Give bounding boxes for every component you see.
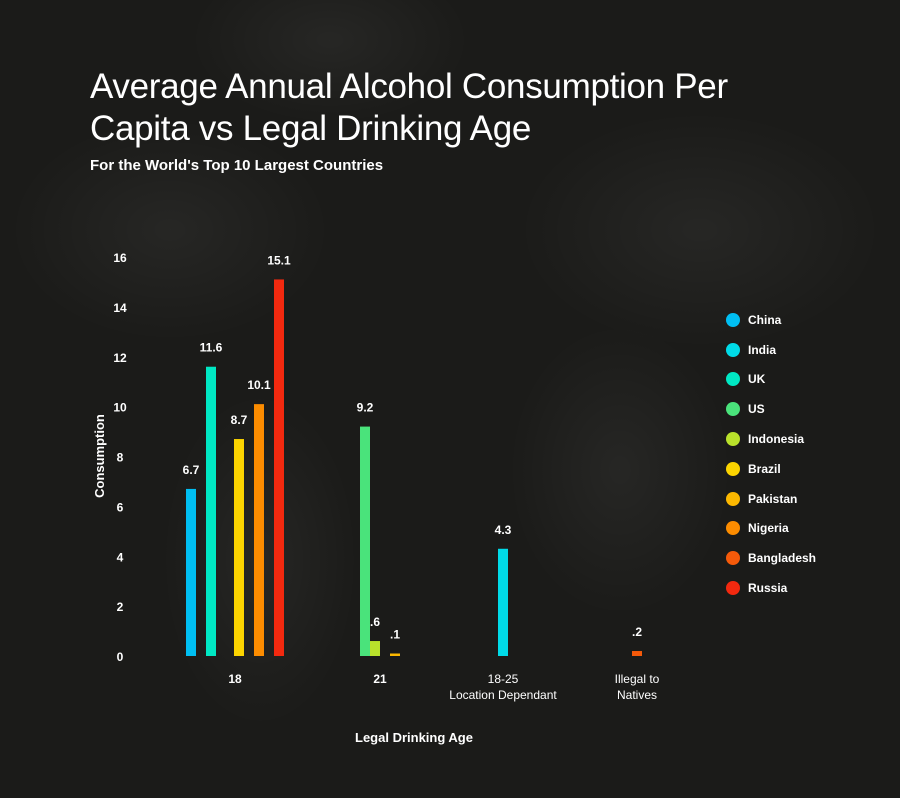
legend-swatch [726, 521, 740, 536]
legend-swatch [726, 551, 740, 566]
chart-legend: China India UK US Indonesia Brazil Pakistan Nig… [726, 305, 816, 603]
legend-label: UK [748, 372, 766, 387]
legend-swatch [726, 491, 740, 506]
legend-item: Indonesia [726, 424, 816, 454]
bar-nigeria [254, 404, 264, 656]
data-label: 10.1 [247, 378, 271, 392]
bar-brazil [234, 439, 244, 656]
legend-swatch [726, 581, 740, 596]
bar-indonesia [370, 641, 380, 656]
y-tick-label: 16 [113, 251, 127, 265]
x-axis-label: Legal Drinking Age [355, 730, 473, 745]
bar-russia [274, 279, 284, 656]
legend-item: India [726, 335, 816, 365]
legend-label: Russia [748, 581, 788, 596]
legend-item: Brazil [726, 454, 816, 484]
legend-swatch [726, 461, 740, 476]
chart-title: Average Annual Alcohol Consumption Per C… [90, 67, 728, 148]
legend-swatch [726, 312, 740, 327]
y-tick-label: 14 [113, 301, 127, 315]
legend-label: India [748, 342, 777, 357]
x-category-label: Location Dependant [449, 688, 557, 702]
legend-label: US [748, 402, 765, 417]
legend-label: Bangladesh [748, 551, 817, 566]
legend-swatch [726, 372, 740, 387]
x-category-label: Illegal to [615, 672, 660, 686]
legend-item: Russia [726, 573, 816, 603]
chart-subtitle: For the World's Top 10 Largest Countries [90, 157, 384, 174]
legend-item: US [726, 394, 816, 424]
x-category-label: Natives [617, 688, 657, 702]
bar-us [360, 426, 370, 656]
legend-label: Nigeria [748, 521, 789, 536]
legend-swatch [726, 402, 740, 417]
legend-label: China [748, 312, 782, 327]
bar-china [186, 488, 196, 656]
legend-item: China [726, 305, 816, 335]
y-tick-label: 6 [117, 500, 124, 514]
x-category-label: 18 [228, 672, 242, 686]
data-label: 9.2 [357, 401, 374, 415]
y-tick-label: 12 [113, 351, 127, 365]
bar-pakistan [390, 653, 400, 656]
legend-label: Pakistan [748, 491, 798, 506]
data-label: .1 [390, 628, 400, 642]
legend-swatch [726, 342, 740, 357]
bar-bangladesh [632, 651, 642, 656]
bar-india [498, 548, 508, 656]
legend-swatch [726, 432, 740, 447]
data-label: .2 [632, 625, 642, 639]
y-tick-label: 4 [117, 550, 124, 564]
data-label: 4.3 [495, 523, 512, 537]
y-tick-label: 10 [113, 401, 127, 415]
legend-item: Nigeria [726, 514, 816, 544]
legend-item: UK [726, 365, 816, 395]
x-category-label: 18-25 [488, 672, 519, 686]
data-label: .6 [370, 615, 380, 629]
data-label: 15.1 [267, 253, 291, 267]
legend-label: Indonesia [748, 432, 805, 447]
legend-label: Brazil [748, 461, 781, 476]
y-axis-label: Consumption [92, 414, 107, 498]
y-tick-label: 0 [117, 650, 124, 664]
x-category-label: 21 [373, 672, 387, 686]
legend-item: Bangladesh [726, 543, 816, 573]
bar-uk [206, 366, 216, 656]
y-tick-label: 2 [117, 600, 124, 614]
data-label: 11.6 [200, 341, 223, 355]
legend-item: Pakistan [726, 484, 816, 514]
y-tick-label: 8 [117, 451, 124, 465]
data-label: 6.7 [183, 463, 200, 477]
data-label: 8.7 [231, 413, 248, 427]
